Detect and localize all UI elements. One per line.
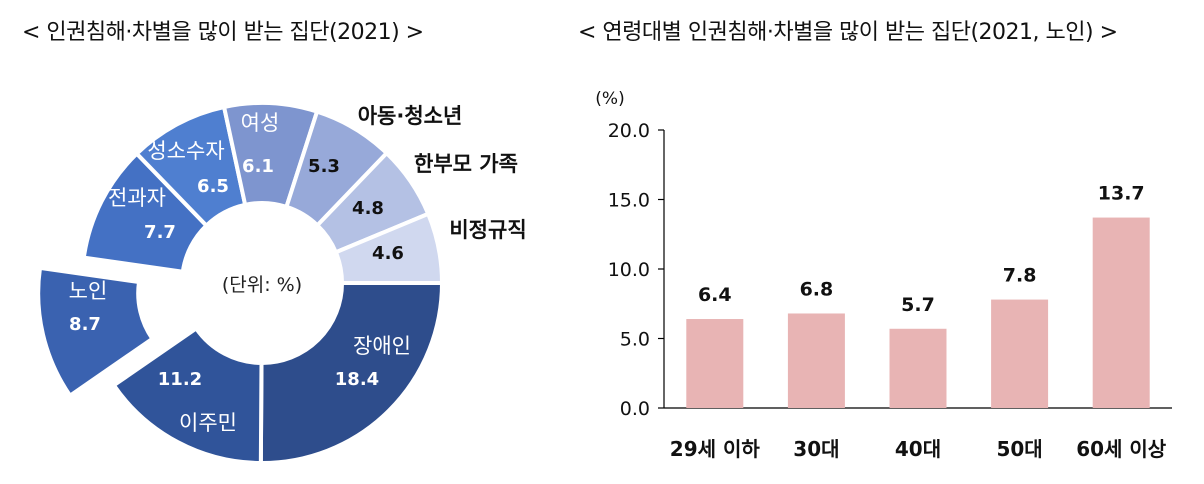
x-category-label-4: 60세 이상 [1076, 437, 1167, 461]
donut-slice-label-3: 전과자 [108, 186, 166, 210]
x-category-label-0: 29세 이하 [670, 437, 761, 461]
bar-value-label-4: 13.7 [1098, 183, 1145, 205]
donut-chart: 장애인 18.4 이주민 11.2 노인 8.7 전과자 7.7 성소수자 6.5 여성 6.1 아동·… [36, 101, 527, 466]
bar-value-label-2: 5.7 [901, 294, 935, 316]
x-category-label-2: 40대 [895, 437, 941, 461]
y-tick-label-2: 10.0 [608, 259, 650, 281]
bar-value-label-0: 6.4 [698, 284, 732, 306]
bar-chart-title: < 연령대별 인권침해·차별을 많이 받는 집단(2021, 노인) > [578, 20, 1118, 45]
bar-3 [991, 299, 1049, 408]
bar-0 [686, 319, 744, 408]
x-category-label-1: 30대 [793, 437, 839, 461]
bar-value-label-1: 6.8 [800, 278, 834, 300]
bar-value-label-3: 7.8 [1003, 265, 1037, 287]
donut-slice-value-0: 18.4 [335, 369, 379, 390]
donut-center-label: (단위: %) [222, 274, 302, 296]
donut-slice-8 [333, 211, 445, 285]
donut-slice-label-6: 아동·청소년 [358, 104, 463, 128]
donut-slice-0 [258, 281, 445, 465]
donut-slice-label-1: 이주민 [179, 411, 237, 435]
y-tick-label-4: 20.0 [608, 120, 650, 142]
donut-slice-label-4: 성소수자 [147, 139, 224, 163]
donut-slice-value-5: 6.1 [242, 156, 274, 177]
donut-slice-2 [36, 265, 156, 399]
donut-slice-label-8: 비정규직 [449, 218, 526, 242]
donut-chart-title: < 인권침해·차별을 많이 받는 집단(2021) > [22, 20, 424, 45]
donut-slice-label-5: 여성 [241, 111, 280, 135]
donut-slice-value-1: 11.2 [158, 369, 202, 390]
donut-slice-label-2: 노인 [69, 279, 108, 303]
donut-slice-value-7: 4.8 [352, 198, 384, 219]
bar-2 [889, 328, 947, 408]
donut-slice-value-3: 7.7 [144, 222, 176, 243]
donut-slice-label-0: 장애인 [353, 334, 411, 358]
y-tick-label-0: 0.0 [620, 398, 650, 420]
x-category-label-3: 50대 [996, 437, 1042, 461]
donut-slice-value-6: 5.3 [308, 156, 340, 177]
donut-slice-1 [111, 325, 264, 466]
donut-slice-value-2: 8.7 [69, 314, 101, 335]
donut-slice-value-8: 4.6 [372, 243, 404, 264]
y-tick-label-1: 5.0 [620, 329, 650, 351]
bar-4 [1092, 217, 1150, 408]
bar-chart: (%) 0.0 5.0 10.0 15.0 20.0 6.4 29세 이하 6.8 30대 5.7 4… [595, 89, 1172, 461]
donut-slice-value-4: 6.5 [197, 176, 229, 197]
y-axis-unit-label: (%) [595, 89, 624, 109]
bar-1 [787, 313, 845, 408]
donut-slice-label-7: 한부모 가족 [414, 152, 518, 176]
y-tick-label-3: 15.0 [608, 190, 650, 212]
